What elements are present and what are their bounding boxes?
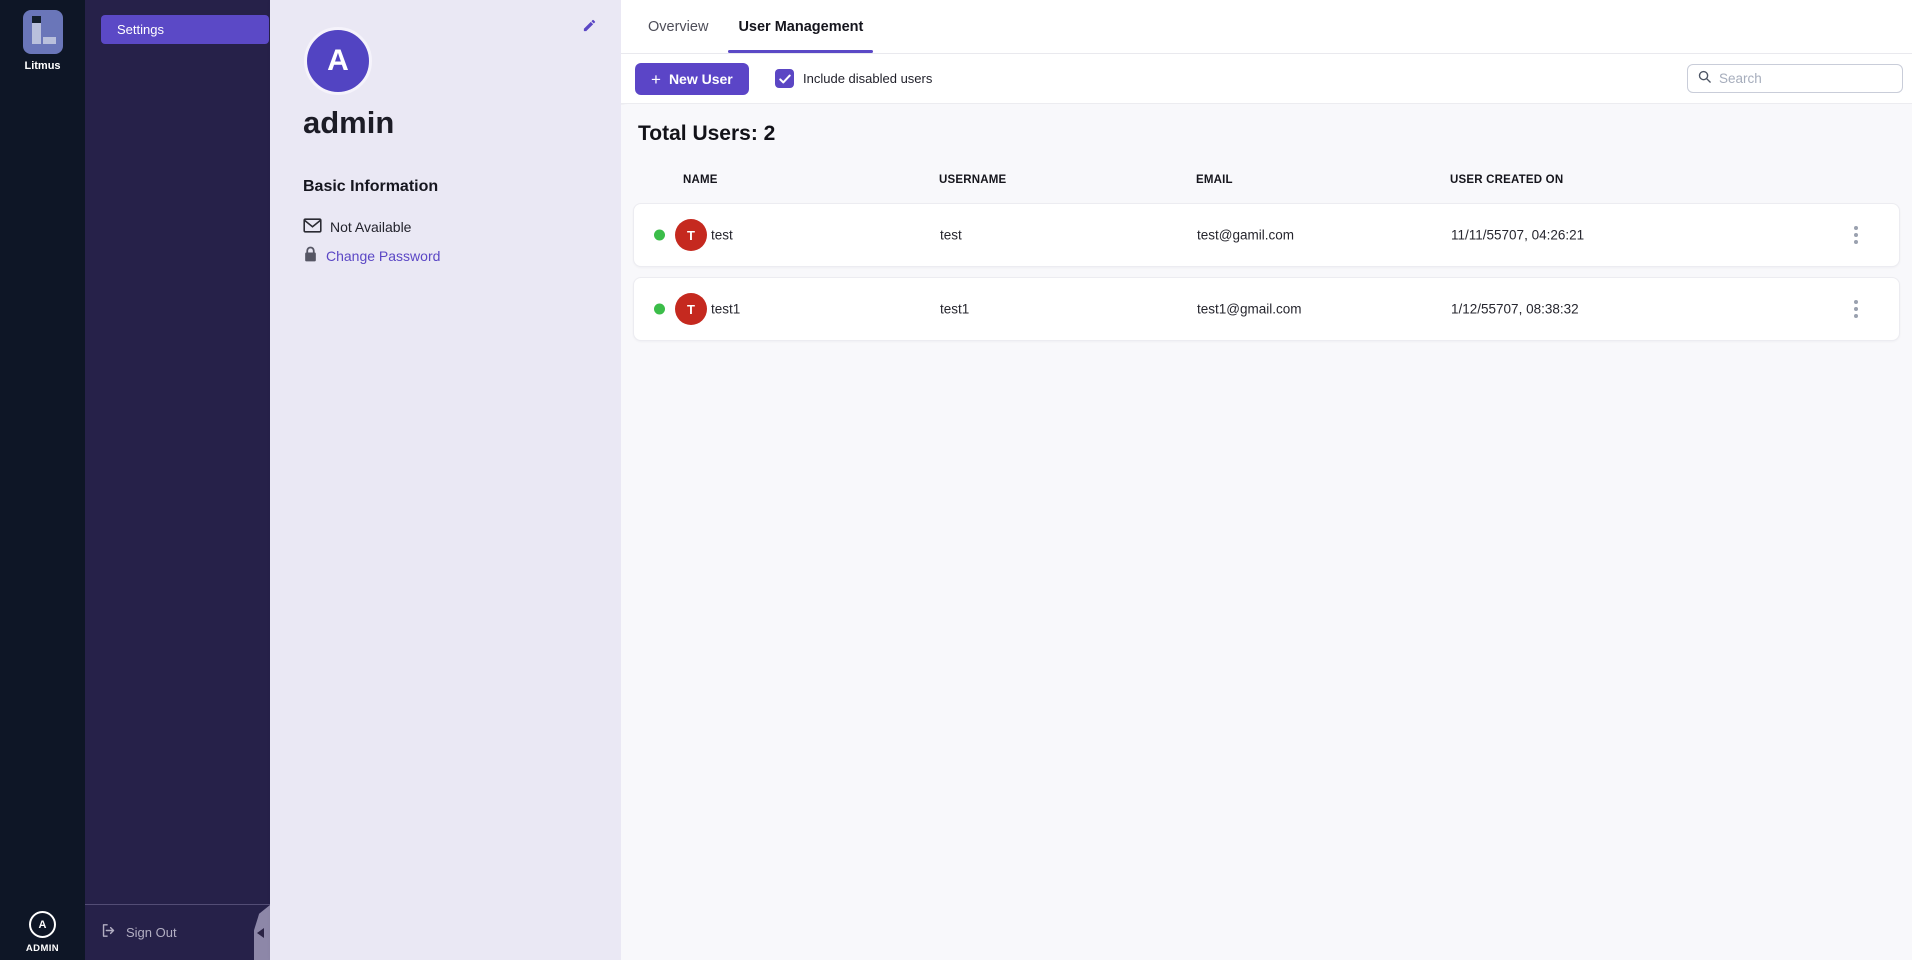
email-status-text: Not Available xyxy=(330,219,412,235)
tab-user-management[interactable]: User Management xyxy=(728,0,874,53)
rail-avatar-letter: A xyxy=(38,918,47,931)
user-username: test xyxy=(940,227,962,243)
search-icon xyxy=(1697,69,1712,89)
tabs-bar: Overview User Management xyxy=(621,0,1912,54)
change-password-row: Change Password xyxy=(303,246,440,265)
table-header: NAME USERNAME EMAIL USER CREATED ON xyxy=(633,174,1900,188)
rail-role-label: ADMIN xyxy=(25,943,60,954)
settings-sidebar: Settings Sign Out xyxy=(85,0,270,960)
user-username: test1 xyxy=(940,301,970,317)
total-users-heading: Total Users: 2 xyxy=(638,122,776,145)
user-name: test1 xyxy=(711,301,741,317)
user-email: test1@gmail.com xyxy=(1197,301,1302,317)
column-header-name: NAME xyxy=(683,174,718,186)
main-content: Overview User Management + New User Incl… xyxy=(621,0,1912,960)
basic-information-title: Basic Information xyxy=(303,178,439,195)
column-header-username: USERNAME xyxy=(939,174,1007,186)
profile-name: admin xyxy=(303,105,395,140)
user-name: test xyxy=(711,227,733,243)
logo-notch xyxy=(31,16,41,23)
user-email: test@gamil.com xyxy=(1197,227,1294,243)
row-actions-kebab-icon[interactable] xyxy=(1847,297,1865,321)
pencil-icon xyxy=(582,19,597,36)
user-created-on: 11/11/55707, 04:26:21 xyxy=(1451,227,1585,243)
rail-user-block: A ADMIN xyxy=(0,911,85,954)
user-avatar: T xyxy=(675,293,707,325)
logout-icon xyxy=(100,922,117,942)
email-status-row: Not Available xyxy=(303,218,411,236)
sidebar-collapse-handle[interactable] xyxy=(254,905,270,960)
column-header-created-on: USER CREATED ON xyxy=(1450,174,1564,186)
new-user-button[interactable]: + New User xyxy=(635,63,749,95)
logo-vbar xyxy=(31,23,41,44)
sign-out-button[interactable]: Sign Out xyxy=(100,922,177,942)
brand-block: Litmus xyxy=(0,0,85,72)
brand-rail: Litmus A ADMIN xyxy=(0,0,85,960)
checkbox-check-icon xyxy=(775,69,794,88)
lock-icon xyxy=(303,246,318,265)
logo-hbar xyxy=(42,37,56,44)
column-header-email: EMAIL xyxy=(1196,174,1233,186)
edit-profile-button[interactable] xyxy=(582,18,597,36)
rail-user-avatar[interactable]: A xyxy=(29,911,56,938)
litmus-logo-icon[interactable] xyxy=(22,10,63,54)
user-avatar-letter: T xyxy=(687,301,695,317)
search-input[interactable] xyxy=(1719,71,1893,86)
profile-panel: A admin Basic Information Not Available … xyxy=(270,0,621,960)
user-rows: T test test test@gamil.com 11/11/55707, … xyxy=(633,203,1900,341)
change-password-link[interactable]: Change Password xyxy=(326,247,441,264)
plus-icon: + xyxy=(651,69,661,89)
tab-overview[interactable]: Overview xyxy=(648,18,709,35)
sign-out-label: Sign Out xyxy=(126,924,177,940)
user-management-toolbar: + New User Include disabled users xyxy=(621,54,1912,104)
sidebar-footer: Sign Out xyxy=(85,904,270,960)
search-box xyxy=(1687,64,1903,93)
include-disabled-label: Include disabled users xyxy=(803,71,933,86)
table-row: T test1 test1 test1@gmail.com 1/12/55707… xyxy=(633,277,1900,341)
brand-name: Litmus xyxy=(24,60,61,72)
new-user-label: New User xyxy=(668,71,733,87)
status-active-dot xyxy=(654,303,665,315)
table-row: T test test test@gamil.com 11/11/55707, … xyxy=(633,203,1900,267)
user-created-on: 1/12/55707, 08:38:32 xyxy=(1451,301,1579,317)
profile-avatar: A xyxy=(304,27,372,95)
include-disabled-checkbox[interactable]: Include disabled users xyxy=(775,69,932,88)
chevron-left-icon xyxy=(257,927,264,938)
user-avatar: T xyxy=(675,219,707,251)
sidebar-item-settings[interactable]: Settings xyxy=(101,15,269,44)
row-actions-kebab-icon[interactable] xyxy=(1847,223,1865,247)
profile-avatar-letter: A xyxy=(327,44,349,77)
status-active-dot xyxy=(654,229,665,241)
mail-icon xyxy=(303,218,322,236)
user-avatar-letter: T xyxy=(687,227,695,243)
user-management-body: Total Users: 2 NAME USERNAME EMAIL USER … xyxy=(621,105,1912,960)
